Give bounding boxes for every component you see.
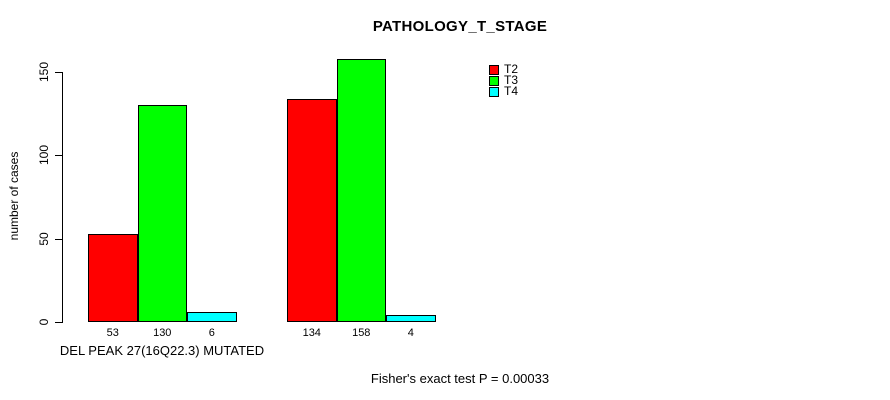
y-tick-label: 150 [37, 61, 51, 83]
bar-T3-group1 [137, 105, 187, 322]
y-tick [55, 155, 62, 157]
bar-value-label: 6 [208, 327, 215, 339]
legend: T2 T3 T4 [489, 62, 519, 98]
bar-value-label: 158 [352, 327, 371, 339]
legend-item: T3 [489, 73, 519, 87]
legend-item: T2 [489, 62, 519, 76]
y-tick-label: 0 [37, 318, 51, 326]
chart-title: PATHOLOGY_T_STAGE [372, 18, 548, 35]
y-tick [55, 322, 62, 323]
legend-label: T3 [504, 73, 519, 87]
bar-T4-group2 [386, 315, 436, 322]
legend-swatch-T4 [489, 86, 499, 97]
legend-item: T4 [489, 84, 519, 98]
y-axis-line [62, 72, 63, 323]
legend-label: T4 [504, 84, 519, 98]
legend-swatch-T3 [489, 75, 499, 86]
bar-T3-group2 [336, 58, 386, 322]
y-tick [55, 72, 62, 73]
y-tick-label: 100 [37, 145, 51, 166]
legend-label: T2 [504, 62, 519, 76]
bar-T2-group1 [88, 233, 138, 322]
y-tick-label: 50 [37, 231, 51, 246]
bar-T2-group2 [287, 98, 337, 322]
bar-T4-group1 [187, 312, 237, 322]
bar-value-label: 4 [407, 327, 414, 339]
x-group-label: DEL PEAK 27(16Q22.3) MUTATED [59, 343, 265, 358]
fisher-test-note: Fisher's exact test P = 0.00033 [370, 371, 550, 386]
legend-swatch-T2 [489, 64, 499, 75]
y-tick [55, 238, 62, 240]
bar-value-label: 53 [106, 327, 119, 339]
bar-value-label: 130 [153, 327, 172, 339]
bar-value-label: 134 [302, 327, 321, 339]
